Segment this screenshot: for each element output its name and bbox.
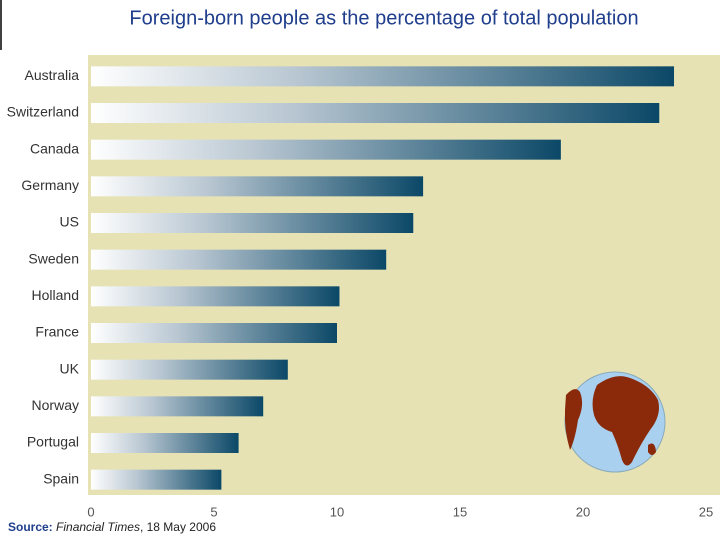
y-tick-label: France xyxy=(35,324,79,340)
y-tick-label: Canada xyxy=(30,140,79,156)
y-tick-label: Spain xyxy=(43,470,79,486)
bar xyxy=(91,103,660,123)
x-tick-label: 0 xyxy=(87,504,94,519)
bar xyxy=(91,66,675,87)
source-publication: Financial Times xyxy=(56,520,140,534)
y-tick-label: Portugal xyxy=(27,434,79,450)
globe-africa xyxy=(592,376,659,466)
source-date: , 18 May 2006 xyxy=(140,520,216,534)
x-tick-label: 15 xyxy=(453,504,467,519)
y-tick-label: Sweden xyxy=(28,250,79,266)
y-tick-label: Australia xyxy=(25,67,80,83)
source-note: Source: Financial Times, 18 May 2006 xyxy=(8,520,216,534)
bar xyxy=(91,139,561,160)
bar xyxy=(91,176,424,197)
bar xyxy=(91,396,264,417)
bar xyxy=(91,249,387,270)
bars xyxy=(91,66,675,490)
bar xyxy=(91,286,340,307)
globe xyxy=(564,371,666,473)
y-tick-label: Holland xyxy=(32,287,79,303)
bar xyxy=(91,359,288,380)
x-tick-label: 25 xyxy=(699,504,713,519)
y-tick-label: US xyxy=(60,214,79,230)
y-tick-label: Norway xyxy=(32,397,79,413)
bar xyxy=(91,433,239,453)
bar xyxy=(91,469,222,490)
y-tick-label: Switzerland xyxy=(7,104,79,120)
source-label: Source: xyxy=(8,520,53,534)
y-tick-label: Germany xyxy=(21,177,79,193)
bar xyxy=(91,323,337,343)
globe-island xyxy=(648,443,656,455)
globe-land xyxy=(564,389,583,450)
x-tick-label: 10 xyxy=(330,504,344,519)
x-tick-label: 5 xyxy=(210,504,217,519)
x-tick-label: 20 xyxy=(576,504,590,519)
chart-title: Foreign-born people as the percentage of… xyxy=(129,7,638,29)
y-tick-label: UK xyxy=(60,360,80,376)
bar xyxy=(91,213,414,233)
